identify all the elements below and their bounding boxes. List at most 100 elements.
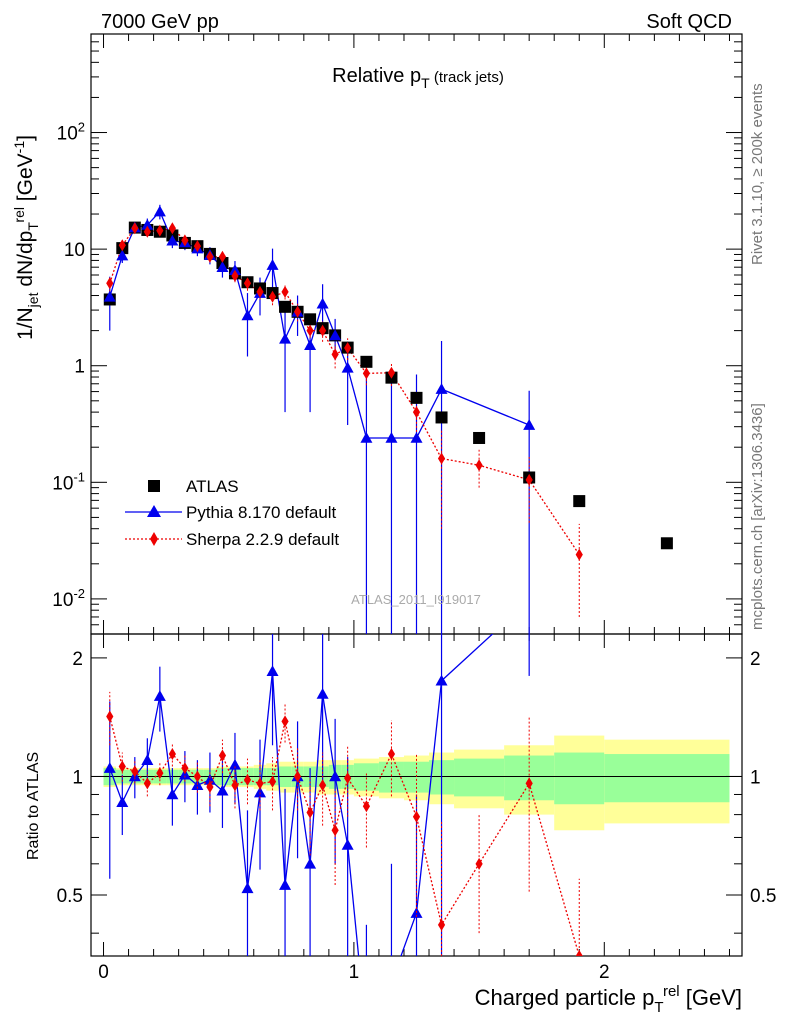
pythia-point [241, 309, 254, 321]
sherpa-point [293, 305, 302, 318]
pythia-ratio-point [178, 768, 191, 780]
sherpa-ratio-point [319, 779, 327, 792]
main-series [103, 204, 673, 634]
main-y-axis-label: 1/Njet dN/dpTrel [GeV-1] [11, 135, 41, 340]
pythia-point [116, 249, 129, 261]
pythia-ratio-point [341, 838, 354, 850]
pythia-point [153, 205, 166, 217]
pythia-point [435, 383, 448, 394]
pythia-point [304, 339, 317, 350]
sherpa-ratio-point [143, 777, 151, 790]
pythia-ratio-point [435, 674, 448, 686]
sherpa-point [281, 285, 289, 298]
pythia-point [228, 264, 241, 275]
sherpa-point [218, 250, 227, 263]
sherpa-point [475, 459, 483, 472]
sherpa-ratio-point [412, 810, 421, 823]
sherpa-point [131, 222, 139, 235]
pythia-ratio-point [385, 976, 397, 987]
sherpa-ratio-point [268, 775, 277, 788]
header-left: 7000 GeV pp [101, 11, 219, 33]
atlas-point [279, 300, 292, 313]
pythia-ratio-point [166, 788, 179, 800]
sherpa-ratio-point [437, 918, 446, 931]
pythia-ratio-point [153, 690, 166, 701]
sherpa-point [243, 277, 252, 290]
ratio-y-tick-label-left: 2 [72, 649, 83, 670]
main-y-tick-label: 10-1 [52, 469, 85, 494]
main-y-tick-label: 10 [64, 240, 85, 261]
pythia-point [360, 431, 373, 443]
ratio-y-tick-label-right: 2 [750, 649, 761, 670]
pythia-ratio-point [191, 779, 204, 791]
sherpa-ratio-point [156, 767, 164, 780]
sherpa-ratio-point [306, 806, 314, 819]
pythia-point [341, 361, 354, 373]
pythia-point [385, 431, 398, 443]
pythia-ratio-point [266, 665, 279, 677]
sherpa-ratio-point [118, 760, 126, 773]
sherpa-ratio-point [206, 781, 214, 794]
legend-atlas-label: ATLAS [186, 477, 239, 496]
analysis-watermark: ATLAS_2011_I919017 [351, 592, 481, 607]
sherpa-ratio-point [106, 710, 114, 723]
legend-sherpa-label: Sherpa 2.2.9 default [186, 530, 339, 549]
pythia-ratio-point [141, 754, 154, 765]
pythia-ratio-point [316, 687, 329, 699]
header-right: Soft QCD [646, 11, 732, 33]
pythia-ratio-point [329, 770, 342, 782]
main-y-tick-label: 1 [74, 357, 85, 378]
sherpa-ratio-point [344, 772, 352, 785]
atlas-point [660, 537, 673, 550]
legend: ATLAS Pythia 8.170 default Sherpa 2.2.9 … [125, 477, 339, 549]
sherpa-ratio-point [281, 715, 289, 728]
mcplots-label: mcplots.cern.ch [arXiv:1306.3436] [749, 403, 766, 630]
sherpa-point [231, 269, 239, 282]
pythia-point [216, 261, 229, 272]
pythia-ratio-point [103, 762, 116, 773]
pythia-ratio-point [116, 796, 129, 808]
sherpa-ratio-point [331, 824, 339, 837]
sherpa-ratio-point [475, 857, 483, 870]
sherpa-point [362, 367, 371, 380]
atlas-point [435, 411, 448, 424]
sherpa-line [109, 227, 580, 555]
ratio-y-tick-label-left: 1 [72, 767, 83, 788]
atlas-point [473, 431, 486, 444]
atlas-point [360, 355, 373, 368]
main-y-tick-label: 10-2 [52, 586, 85, 611]
rivet-version-label: Rivet 3.1.10, ≥ 200k events [749, 83, 766, 265]
pythia-point [141, 219, 154, 230]
sherpa-ratio-point [525, 777, 533, 790]
band-inner [604, 754, 730, 803]
pythia-ratio-point [254, 786, 267, 798]
axis-ticks [91, 33, 742, 956]
sherpa-point [156, 224, 164, 237]
sherpa-point [306, 324, 314, 337]
pythia-ratio-point [203, 773, 216, 785]
sherpa-point [575, 548, 583, 561]
sherpa-ratio-point [256, 777, 264, 790]
sherpa-ratio-point [218, 749, 227, 762]
ratio-y-tick-label-right: 1 [750, 767, 761, 788]
sherpa-point [256, 285, 264, 298]
main-y-tick-label: 102 [57, 120, 85, 145]
sherpa-point [437, 452, 446, 465]
sherpa-point [193, 240, 202, 253]
ratio-y-tick-label-right: 0.5 [750, 886, 776, 907]
band-inner [554, 752, 605, 805]
x-axis-label: Charged particle pTrel [GeV] [475, 983, 742, 1016]
pythia-point [266, 259, 279, 270]
sherpa-point [143, 225, 151, 238]
pythia-point [279, 332, 292, 344]
axis-tick-labels: 0 1 2 10-2 10-1 1 10 102 0.5 0.5 1 1 2 2 [52, 120, 776, 983]
ratio-y-axis-label: Ratio to ATLAS [25, 752, 42, 860]
pythia-ratio-point [228, 758, 241, 770]
sherpa-point [387, 366, 396, 379]
sherpa-ratio-point [293, 770, 302, 783]
sherpa-ratio-point [575, 950, 583, 956]
sherpa-point [168, 222, 176, 235]
sherpa-point [331, 348, 339, 361]
pythia-point [316, 297, 329, 309]
